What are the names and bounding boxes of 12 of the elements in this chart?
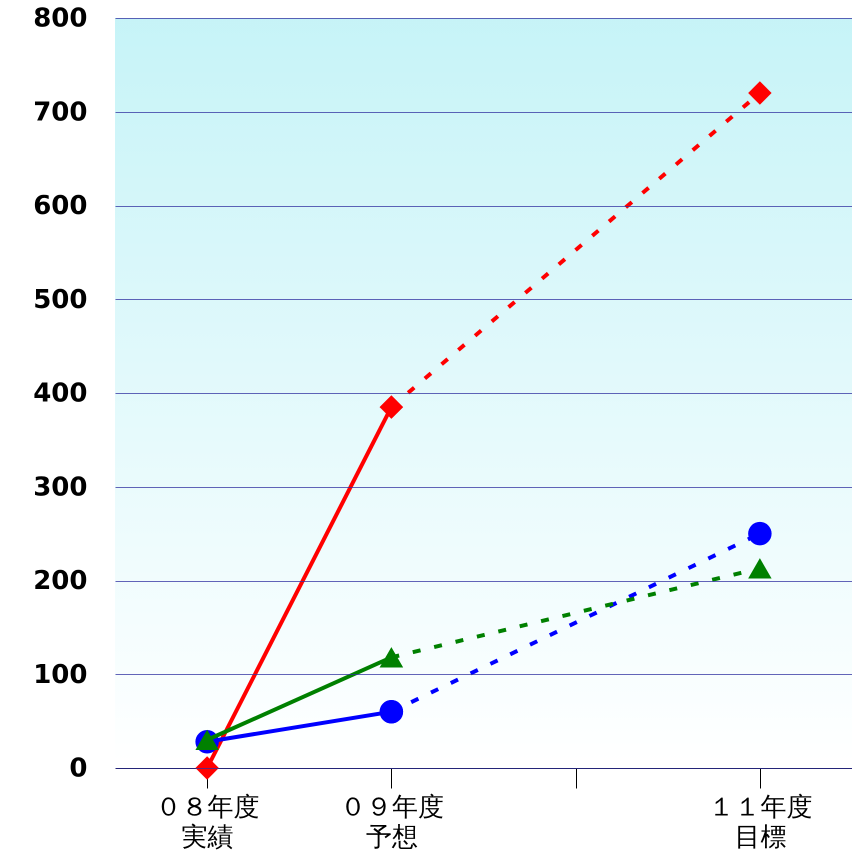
y-tick-label: 500: [33, 284, 88, 315]
y-tick-label: 400: [33, 378, 88, 408]
y-tick-label: 800: [33, 4, 88, 34]
y-tick-label: 600: [33, 191, 88, 221]
x-tick-label: ０９年度予想: [340, 792, 444, 852]
y-tick-label: 100: [33, 660, 88, 690]
x-tick-label: ０８年度実績: [156, 792, 260, 852]
y-tick-label: 200: [33, 566, 88, 596]
x-tick-label: １１年度目標: [708, 792, 812, 852]
y-tick-label: 300: [33, 472, 88, 502]
y-tick-label: 0: [69, 754, 88, 784]
y-tick-label: 700: [33, 97, 88, 128]
